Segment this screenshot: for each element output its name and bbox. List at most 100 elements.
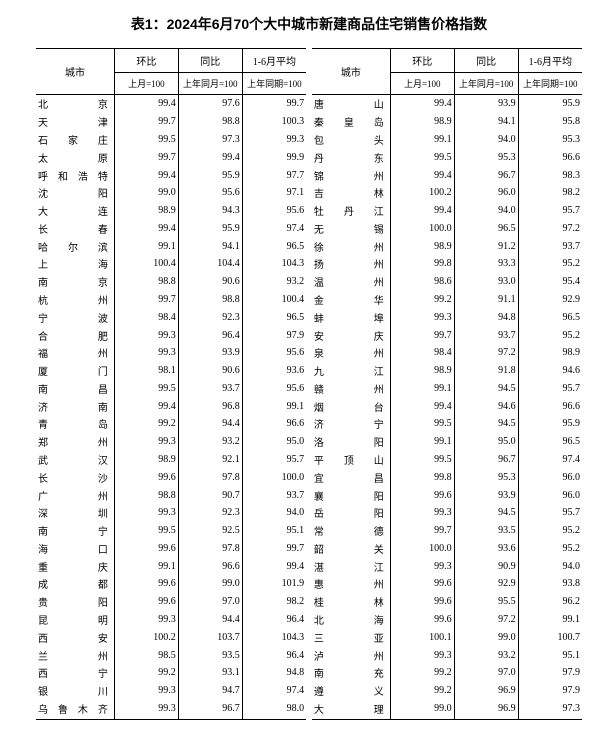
value-cell: 94.4 — [178, 611, 242, 629]
city-cell: 沈阳 — [36, 184, 114, 202]
value-cell: 93.0 — [454, 273, 518, 291]
value-cell: 91.8 — [454, 362, 518, 380]
value-cell: 97.0 — [178, 593, 242, 611]
value-cell: 95.8 — [518, 113, 582, 131]
value-cell: 99.3 — [390, 557, 454, 575]
value-cell: 99.1 — [242, 397, 306, 415]
value-cell: 98.9 — [390, 237, 454, 255]
value-cell: 96.7 — [454, 166, 518, 184]
value-cell: 90.6 — [178, 273, 242, 291]
value-cell: 99.5 — [114, 522, 178, 540]
value-cell: 96.9 — [454, 682, 518, 700]
value-cell: 93.6 — [454, 540, 518, 558]
city-cell: 牡丹江 — [312, 202, 390, 220]
table-row: 郑州99.393.295.0洛阳99.195.096.5 — [36, 433, 582, 451]
city-cell: 呼和浩特 — [36, 166, 114, 184]
table-row: 福州99.393.995.6泉州98.497.298.9 — [36, 344, 582, 362]
table-row: 哈尔滨99.194.196.5徐州98.991.293.7 — [36, 237, 582, 255]
value-cell: 94.8 — [242, 664, 306, 682]
table-row: 南宁99.592.595.1常德99.793.595.2 — [36, 522, 582, 540]
value-cell: 93.5 — [454, 522, 518, 540]
value-cell: 95.0 — [242, 433, 306, 451]
value-cell: 104.4 — [178, 255, 242, 273]
value-cell: 99.2 — [114, 664, 178, 682]
city-cell: 包头 — [312, 131, 390, 149]
value-cell: 100.4 — [242, 291, 306, 309]
value-cell: 99.4 — [114, 166, 178, 184]
value-cell: 94.5 — [454, 415, 518, 433]
value-cell: 94.0 — [454, 131, 518, 149]
value-cell: 100.0 — [390, 219, 454, 237]
value-cell: 99.4 — [114, 397, 178, 415]
value-cell: 95.5 — [454, 593, 518, 611]
value-cell: 98.1 — [114, 362, 178, 380]
value-cell: 99.5 — [390, 415, 454, 433]
value-cell: 96.5 — [242, 308, 306, 326]
city-cell: 哈尔滨 — [36, 237, 114, 255]
value-cell: 100.2 — [114, 628, 178, 646]
value-cell: 95.7 — [518, 504, 582, 522]
value-cell: 98.2 — [242, 593, 306, 611]
value-cell: 97.0 — [454, 664, 518, 682]
value-cell: 99.6 — [114, 468, 178, 486]
value-cell: 99.7 — [242, 95, 306, 113]
value-cell: 94.5 — [454, 380, 518, 398]
value-cell: 93.8 — [518, 575, 582, 593]
table-row: 石家庄99.597.399.3包头99.194.095.3 — [36, 131, 582, 149]
value-cell: 95.9 — [518, 415, 582, 433]
table-row: 长沙99.697.8100.0宜昌99.895.396.0 — [36, 468, 582, 486]
value-cell: 97.8 — [178, 468, 242, 486]
city-cell: 丹东 — [312, 148, 390, 166]
value-cell: 93.2 — [454, 646, 518, 664]
value-cell: 96.4 — [242, 611, 306, 629]
value-cell: 99.4 — [390, 166, 454, 184]
header-city: 城市 — [312, 49, 390, 95]
value-cell: 99.2 — [114, 415, 178, 433]
value-cell: 97.7 — [242, 166, 306, 184]
value-cell: 95.3 — [454, 468, 518, 486]
value-cell: 92.3 — [178, 308, 242, 326]
value-cell: 99.3 — [114, 504, 178, 522]
value-cell: 93.7 — [178, 380, 242, 398]
value-cell: 99.1 — [390, 380, 454, 398]
value-cell: 99.4 — [390, 95, 454, 113]
value-cell: 100.3 — [242, 113, 306, 131]
value-cell: 97.9 — [518, 664, 582, 682]
value-cell: 99.1 — [114, 557, 178, 575]
value-cell: 95.2 — [518, 522, 582, 540]
value-cell: 94.0 — [242, 504, 306, 522]
value-cell: 99.1 — [114, 237, 178, 255]
value-cell: 95.6 — [242, 344, 306, 362]
table-row: 青岛99.294.496.6济宁99.594.595.9 — [36, 415, 582, 433]
value-cell: 95.7 — [242, 451, 306, 469]
value-cell: 98.9 — [390, 362, 454, 380]
table-row: 济南99.496.899.1烟台99.494.696.6 — [36, 397, 582, 415]
subheader-avg: 上年同期=100 — [518, 73, 582, 95]
table-row: 上海100.4104.4104.3扬州99.893.395.2 — [36, 255, 582, 273]
value-cell: 99.6 — [390, 593, 454, 611]
value-cell: 96.6 — [518, 397, 582, 415]
value-cell: 93.7 — [454, 326, 518, 344]
city-cell: 重庆 — [36, 557, 114, 575]
value-cell: 97.3 — [518, 700, 582, 720]
value-cell: 99.7 — [114, 291, 178, 309]
table-row: 大连98.994.395.6牡丹江99.494.095.7 — [36, 202, 582, 220]
value-cell: 92.5 — [178, 522, 242, 540]
value-cell: 99.3 — [114, 611, 178, 629]
city-cell: 南京 — [36, 273, 114, 291]
value-cell: 97.9 — [242, 326, 306, 344]
value-cell: 99.9 — [242, 148, 306, 166]
value-cell: 99.4 — [390, 397, 454, 415]
header-yoy: 同比 — [178, 49, 242, 73]
value-cell: 99.3 — [114, 682, 178, 700]
city-cell: 襄阳 — [312, 486, 390, 504]
value-cell: 96.8 — [178, 397, 242, 415]
value-cell: 98.9 — [390, 113, 454, 131]
value-cell: 99.7 — [242, 540, 306, 558]
value-cell: 104.3 — [242, 628, 306, 646]
header-city: 城市 — [36, 49, 114, 95]
city-cell: 北京 — [36, 95, 114, 113]
value-cell: 99.6 — [114, 575, 178, 593]
table-row: 西安100.2103.7104.3三亚100.199.0100.7 — [36, 628, 582, 646]
city-cell: 杭州 — [36, 291, 114, 309]
